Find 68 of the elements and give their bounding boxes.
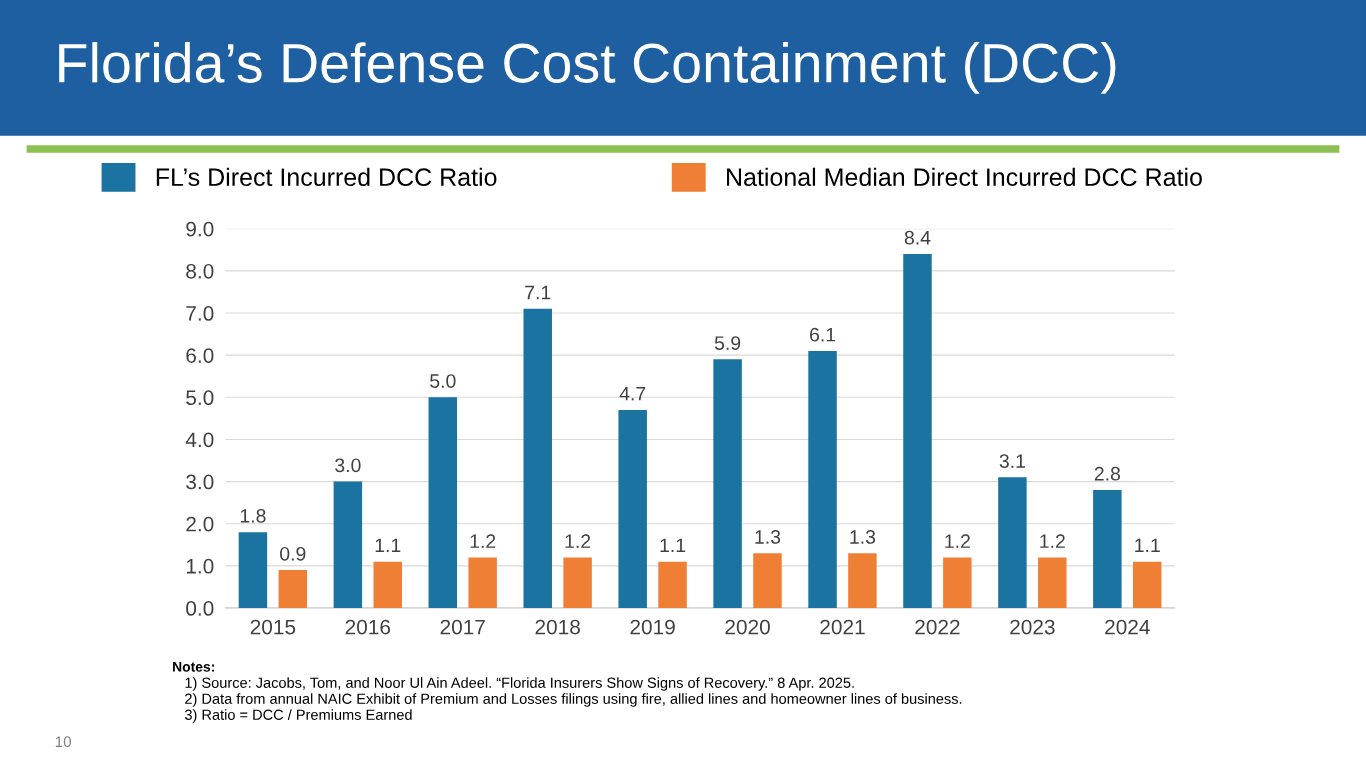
bar [998, 477, 1027, 608]
data-label: 1.2 [565, 534, 591, 548]
y-tick-label: 8.0 [186, 263, 214, 279]
data-label: 1.1 [1135, 538, 1160, 553]
bar [1132, 561, 1162, 608]
data-label: 1.1 [375, 538, 401, 553]
y-tick-label: 9.0 [186, 221, 214, 237]
y-tick-label: 6.0 [186, 348, 214, 363]
x-tick-label: 2021 [820, 619, 865, 635]
x-tick-label: 2020 [725, 619, 770, 635]
y-tick-label: 7.0 [186, 306, 214, 321]
data-label: 7.1 [525, 285, 551, 300]
y-tick-label: 4.0 [185, 432, 214, 448]
bar [563, 557, 592, 608]
data-label: 3.1 [999, 454, 1025, 468]
data-label: 2.8 [1094, 466, 1121, 481]
text: 1) Source: Jacobs, Tom, and Noor Ul Ain Adeel. “Florida Insurers Show Signs of Recovery.” 8 Apr. 2025. [185, 677, 854, 691]
data-label: 5.9 [714, 336, 741, 350]
data-label: 1.3 [755, 530, 781, 544]
bar [903, 254, 932, 608]
text: 2) Data from annual NAIC Exhibit of Premium and Losses filings using fire, allied lines and homeowner lines of business. [185, 693, 962, 707]
data-label: 1.1 [660, 538, 686, 553]
data-label: 1.2 [945, 534, 970, 548]
x-tick-label: 2024 [1105, 619, 1150, 635]
data-label: 3.0 [335, 458, 361, 473]
bar [333, 481, 363, 608]
data-label: 4.7 [619, 386, 646, 401]
bar [238, 532, 268, 608]
y-tick-label: 0.0 [186, 601, 214, 616]
data-label: 1.2 [470, 534, 496, 548]
bar [523, 308, 552, 608]
y-tick-label: 5.0 [186, 390, 214, 406]
y-tick-label: 2.0 [186, 516, 214, 532]
x-tick-label: 2023 [1010, 619, 1055, 635]
bar [373, 561, 402, 608]
legend-label: FL’s Direct Incurred DCC Ratio [156, 167, 497, 187]
text: 10 [55, 736, 72, 748]
data-label: 8.4 [904, 230, 931, 245]
bar [618, 409, 647, 608]
text: Notes: [173, 662, 214, 672]
legend-label: National Median Direct Incurred DCC Ratio [727, 167, 1202, 187]
y-tick-label: 3.0 [186, 474, 214, 490]
text: 3) Ratio = DCC / Premiums Earned [184, 709, 412, 723]
data-label: 1.8 [240, 508, 266, 523]
x-tick-label: 2019 [630, 619, 675, 635]
bar [1093, 490, 1122, 608]
chart-title: Florida’s Defense Cost Containment (DCC) [59, 42, 1116, 94]
bar [278, 570, 308, 608]
data-label: 1.3 [850, 530, 876, 544]
x-tick-label: 2017 [440, 619, 485, 635]
bar [713, 359, 742, 608]
x-tick-label: 2022 [915, 619, 960, 635]
x-tick-label: 2016 [345, 619, 391, 635]
data-label: 6.1 [810, 327, 836, 342]
data-label: 0.9 [280, 546, 306, 561]
bar [943, 557, 972, 608]
x-tick-label: 2015 [250, 619, 296, 635]
data-label: 5.0 [430, 374, 456, 388]
bar [428, 397, 458, 608]
bar [658, 561, 687, 608]
data-label: 1.2 [1040, 534, 1065, 548]
y-tick-label: 1.0 [186, 558, 214, 574]
bar [468, 557, 497, 608]
bar [808, 350, 837, 608]
bar [848, 553, 877, 608]
bar [1038, 557, 1067, 608]
bar [753, 553, 782, 608]
x-tick-label: 2018 [535, 619, 580, 635]
